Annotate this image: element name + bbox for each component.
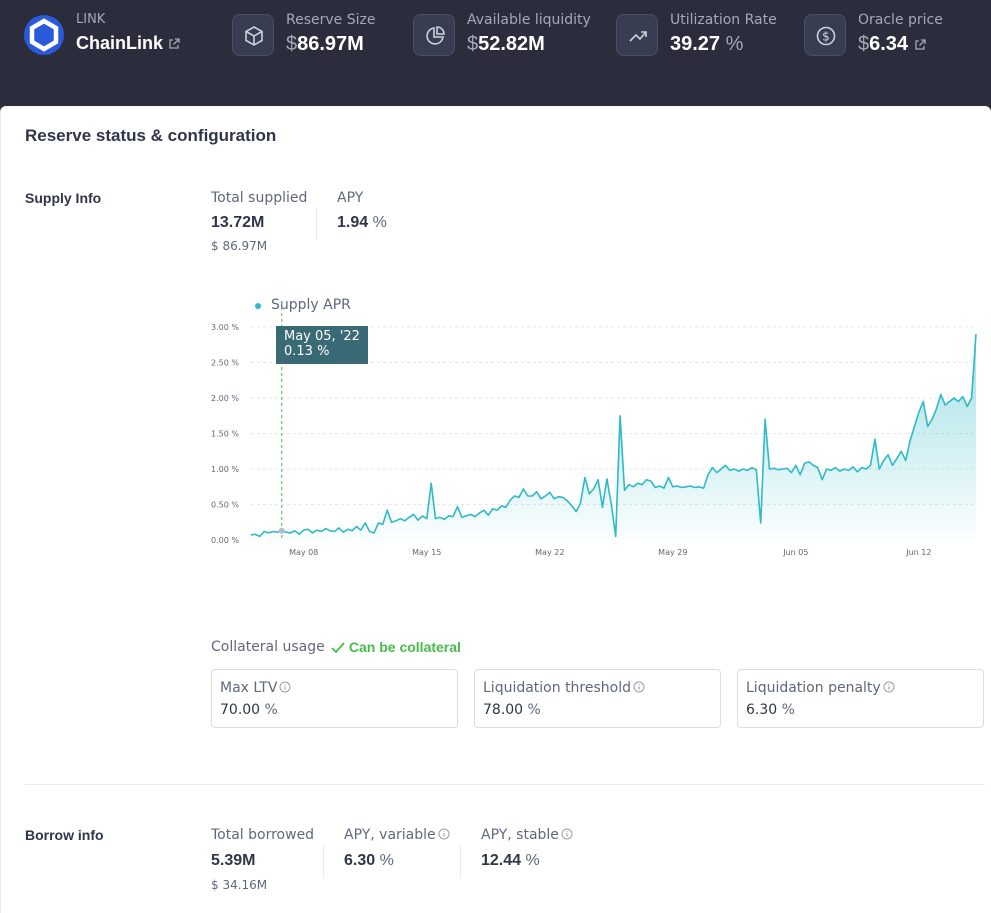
- collateral-usage-label: Collateral usage: [211, 639, 325, 655]
- stat-label: Available liquidity: [467, 12, 591, 28]
- liquidation-penalty-box: Liquidation penalty 6.30 %: [737, 669, 984, 728]
- dollar-circle-icon: $: [804, 14, 846, 56]
- total-borrowed-label: Total borrowed: [211, 827, 315, 843]
- y-tick-label: 0.50 %: [211, 501, 239, 510]
- y-tick-label: 2.50 %: [211, 359, 239, 368]
- legend-dot: [255, 303, 261, 309]
- y-tick-label: 3.00 %: [211, 323, 239, 332]
- external-link-icon[interactable]: [168, 38, 180, 50]
- trending-up-icon: [616, 14, 658, 56]
- reserve-header: LINK ChainLink Reserve Size $86.97M Avai…: [0, 0, 991, 114]
- divider: [316, 208, 317, 240]
- max-ltv-label: Max LTV: [220, 680, 291, 696]
- liquidation-threshold-value: 78.00 %: [483, 702, 541, 718]
- chart-canvas: 3.00 % 2.50 % 2.00 % 1.50 % 1.00 % 0.50 % 0.00…: [211, 301, 977, 557]
- asset-symbol: LINK: [76, 12, 106, 27]
- legend-label: Supply APR: [271, 297, 351, 313]
- x-tick-label: Jun 12: [905, 548, 931, 557]
- total-supplied-value: 13.72M: [211, 214, 265, 231]
- stat-value: $52.82M: [467, 33, 545, 55]
- liquidation-threshold-label: Liquidation threshold: [483, 680, 645, 696]
- supply-apr-chart[interactable]: Supply APR 3.00 % 2.50 % 2.00 % 1.50 % 1.00 …: [206, 286, 991, 576]
- divider: [323, 846, 324, 878]
- stat-value[interactable]: $6.34: [858, 33, 926, 56]
- stat-label: Utilization Rate: [670, 12, 777, 28]
- collateral-status: Can be collateral: [331, 639, 461, 655]
- asset-name-link[interactable]: ChainLink: [76, 33, 180, 54]
- x-tick-label: May 08: [289, 548, 318, 557]
- apy-variable-label: APY, variable: [344, 827, 450, 843]
- total-borrowed-usd: $ 34.16M: [211, 878, 268, 892]
- cube-icon: [232, 14, 274, 56]
- liquidation-penalty-value: 6.30 %: [746, 702, 795, 718]
- external-link-icon[interactable]: [914, 39, 926, 51]
- y-tick-label: 2.00 %: [211, 394, 239, 403]
- apy-stable-value: 12.44 %: [481, 852, 540, 869]
- pie-chart-icon: [413, 14, 455, 56]
- x-tick-label: May 29: [658, 548, 687, 557]
- x-tick-label: Jun 05: [782, 548, 808, 557]
- info-icon[interactable]: [438, 828, 450, 840]
- card-title: Reserve status & configuration: [25, 126, 277, 145]
- liquidation-threshold-box: Liquidation threshold 78.00 %: [474, 669, 721, 728]
- stat-value: $86.97M: [286, 33, 364, 55]
- svg-text:$: $: [822, 30, 830, 44]
- y-tick-label: 1.00 %: [211, 465, 239, 474]
- liquidation-penalty-label: Liquidation penalty: [746, 680, 895, 696]
- section-divider: [25, 784, 985, 785]
- max-ltv-value: 70.00 %: [220, 702, 278, 718]
- supply-apr-area: [251, 334, 976, 540]
- asset-name: ChainLink: [76, 33, 164, 53]
- y-tick-label: 1.50 %: [211, 430, 239, 439]
- tooltip-date: May 05, '22: [284, 329, 360, 344]
- supply-apy-label: APY: [337, 190, 364, 206]
- stat-label: Oracle price: [858, 12, 943, 28]
- total-supplied-usd: $ 86.97M: [211, 239, 268, 253]
- apy-stable-label: APY, stable: [481, 827, 573, 843]
- borrow-info-label: Borrow info: [25, 827, 104, 843]
- chart-tooltip: May 05, '22 0.13 %: [276, 326, 368, 364]
- tooltip-value: 0.13 %: [284, 344, 330, 359]
- apy-variable-value: 6.30 %: [344, 852, 394, 869]
- reserve-status-card: Reserve status & configuration Supply In…: [0, 106, 991, 913]
- chainlink-logo: [24, 15, 64, 55]
- hover-point-marker: [278, 527, 285, 534]
- stat-value: 39.27 %: [670, 33, 744, 55]
- info-icon[interactable]: [279, 681, 291, 693]
- y-tick-label: 0.00 %: [211, 536, 239, 545]
- x-tick-label: May 22: [535, 548, 564, 557]
- divider: [460, 846, 461, 878]
- info-icon[interactable]: [883, 681, 895, 693]
- check-icon: [331, 642, 345, 654]
- max-ltv-box: Max LTV 70.00 %: [211, 669, 458, 728]
- supply-apy-value: 1.94 %: [337, 214, 387, 231]
- info-icon[interactable]: [561, 828, 573, 840]
- supply-info-label: Supply Info: [25, 190, 102, 206]
- supply-apr-line: [250, 334, 977, 538]
- x-tick-label: May 15: [412, 548, 441, 557]
- total-supplied-label: Total supplied: [211, 190, 308, 206]
- stat-label: Reserve Size: [286, 12, 376, 28]
- info-icon[interactable]: [633, 681, 645, 693]
- total-borrowed-value: 5.39M: [211, 852, 256, 869]
